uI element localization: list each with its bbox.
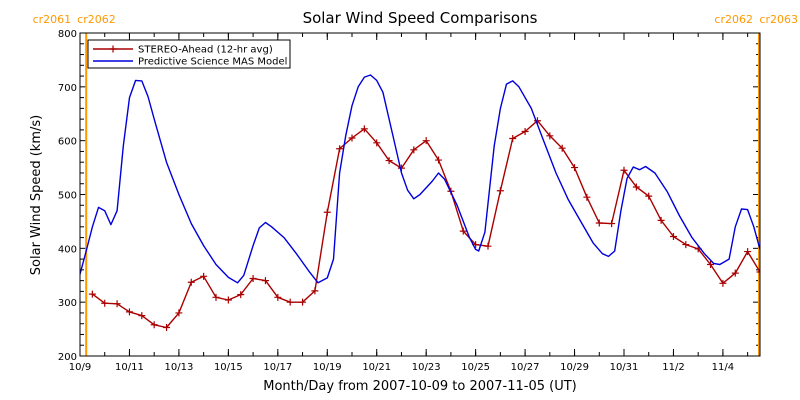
data-point bbox=[212, 293, 220, 301]
x-tick-label: 10/25 bbox=[461, 362, 490, 373]
x-tick-label: 10/13 bbox=[164, 362, 193, 373]
legend-marker bbox=[109, 45, 117, 53]
data-point bbox=[571, 164, 579, 172]
data-point bbox=[410, 146, 418, 154]
data-point bbox=[521, 128, 529, 136]
data-point bbox=[249, 274, 257, 282]
x-tick-label: 10/31 bbox=[610, 362, 639, 373]
data-point bbox=[595, 219, 603, 227]
data-point bbox=[125, 308, 133, 316]
rotation-markers: cr2061 cr2062 cr2062 cr2063 bbox=[33, 13, 798, 356]
data-point bbox=[163, 323, 171, 331]
rotation-label-right: cr2063 bbox=[759, 13, 798, 26]
data-point bbox=[546, 132, 554, 140]
data-point bbox=[385, 157, 393, 165]
y-axis-label: Solar Wind Speed (km/s) bbox=[29, 115, 44, 275]
data-point bbox=[719, 279, 727, 287]
data-point bbox=[583, 193, 591, 201]
data-point bbox=[175, 309, 183, 317]
data-point bbox=[224, 296, 232, 304]
data-point bbox=[261, 277, 269, 285]
data-point bbox=[682, 241, 690, 249]
y-tick-label: 500 bbox=[58, 191, 77, 202]
series-layer bbox=[80, 74, 760, 331]
plot-frame bbox=[79, 32, 761, 357]
data-point bbox=[608, 220, 616, 228]
x-tick-label: 10/21 bbox=[362, 362, 391, 373]
data-point bbox=[323, 208, 331, 216]
legend-entry: Predictive Science MAS Model bbox=[138, 57, 287, 68]
data-point bbox=[632, 183, 640, 191]
data-point bbox=[373, 139, 381, 147]
data-point bbox=[731, 269, 739, 277]
series-line bbox=[91, 119, 760, 329]
data-point bbox=[509, 135, 517, 143]
series-line bbox=[80, 74, 760, 284]
data-point bbox=[88, 290, 96, 298]
x-tick-label: 10/27 bbox=[511, 362, 540, 373]
data-point bbox=[150, 321, 158, 329]
x-tick-label: 10/17 bbox=[263, 362, 292, 373]
data-point bbox=[669, 232, 677, 240]
data-point bbox=[645, 192, 653, 200]
x-tick-label: 10/9 bbox=[69, 362, 91, 373]
y-tick-label: 600 bbox=[58, 137, 77, 148]
data-point bbox=[484, 242, 492, 250]
legend: STEREO-Ahead (12-hr avg)Predictive Scien… bbox=[87, 39, 291, 69]
data-point bbox=[360, 125, 368, 133]
rotation-label-left: cr2062 bbox=[714, 13, 753, 26]
y-tick-label: 700 bbox=[58, 83, 77, 94]
rotation-label-right: cr2062 bbox=[77, 13, 116, 26]
data-point bbox=[237, 291, 245, 299]
data-point bbox=[348, 134, 356, 142]
data-point bbox=[286, 298, 294, 306]
data-point bbox=[187, 278, 195, 286]
data-point bbox=[299, 298, 307, 306]
data-point bbox=[422, 137, 430, 145]
data-point bbox=[657, 216, 665, 224]
data-point bbox=[496, 187, 504, 195]
data-point bbox=[200, 272, 208, 280]
y-tick-label: 800 bbox=[58, 29, 77, 40]
x-tick-label: 11/4 bbox=[712, 362, 734, 373]
data-point bbox=[756, 268, 760, 276]
data-point bbox=[744, 248, 752, 256]
data-point bbox=[707, 260, 715, 268]
data-point bbox=[113, 300, 121, 308]
axes-layer: 200 300 400 500 600 700 800 10/9 10/11 10/13 10/15… bbox=[58, 29, 760, 373]
data-point bbox=[311, 287, 319, 295]
data-point bbox=[435, 156, 443, 164]
data-point bbox=[274, 293, 282, 301]
x-tick-label: 10/11 bbox=[115, 362, 144, 373]
data-point bbox=[138, 312, 146, 320]
series-0 bbox=[88, 117, 760, 331]
data-point bbox=[459, 227, 467, 235]
chart-title: Solar Wind Speed Comparisons bbox=[303, 9, 538, 27]
data-point bbox=[558, 144, 566, 152]
data-point bbox=[620, 166, 628, 174]
rotation-label-left: cr2061 bbox=[33, 13, 72, 26]
x-tick-label: 10/23 bbox=[412, 362, 441, 373]
legend-entry: STEREO-Ahead (12-hr avg) bbox=[138, 45, 273, 56]
x-tick-label: 10/15 bbox=[214, 362, 243, 373]
y-tick-label: 400 bbox=[58, 244, 77, 255]
y-tick-label: 200 bbox=[58, 352, 77, 363]
data-point bbox=[101, 299, 109, 307]
series-1 bbox=[80, 74, 760, 284]
data-point bbox=[336, 145, 344, 153]
y-tick-label: 300 bbox=[58, 298, 77, 309]
x-axis-label: Month/Day from 2007-10-09 to 2007-11-05 … bbox=[263, 379, 576, 394]
x-tick-label: 10/29 bbox=[560, 362, 589, 373]
legend-box bbox=[87, 39, 291, 69]
x-tick-label: 11/2 bbox=[662, 362, 684, 373]
x-tick-label: 10/19 bbox=[313, 362, 342, 373]
